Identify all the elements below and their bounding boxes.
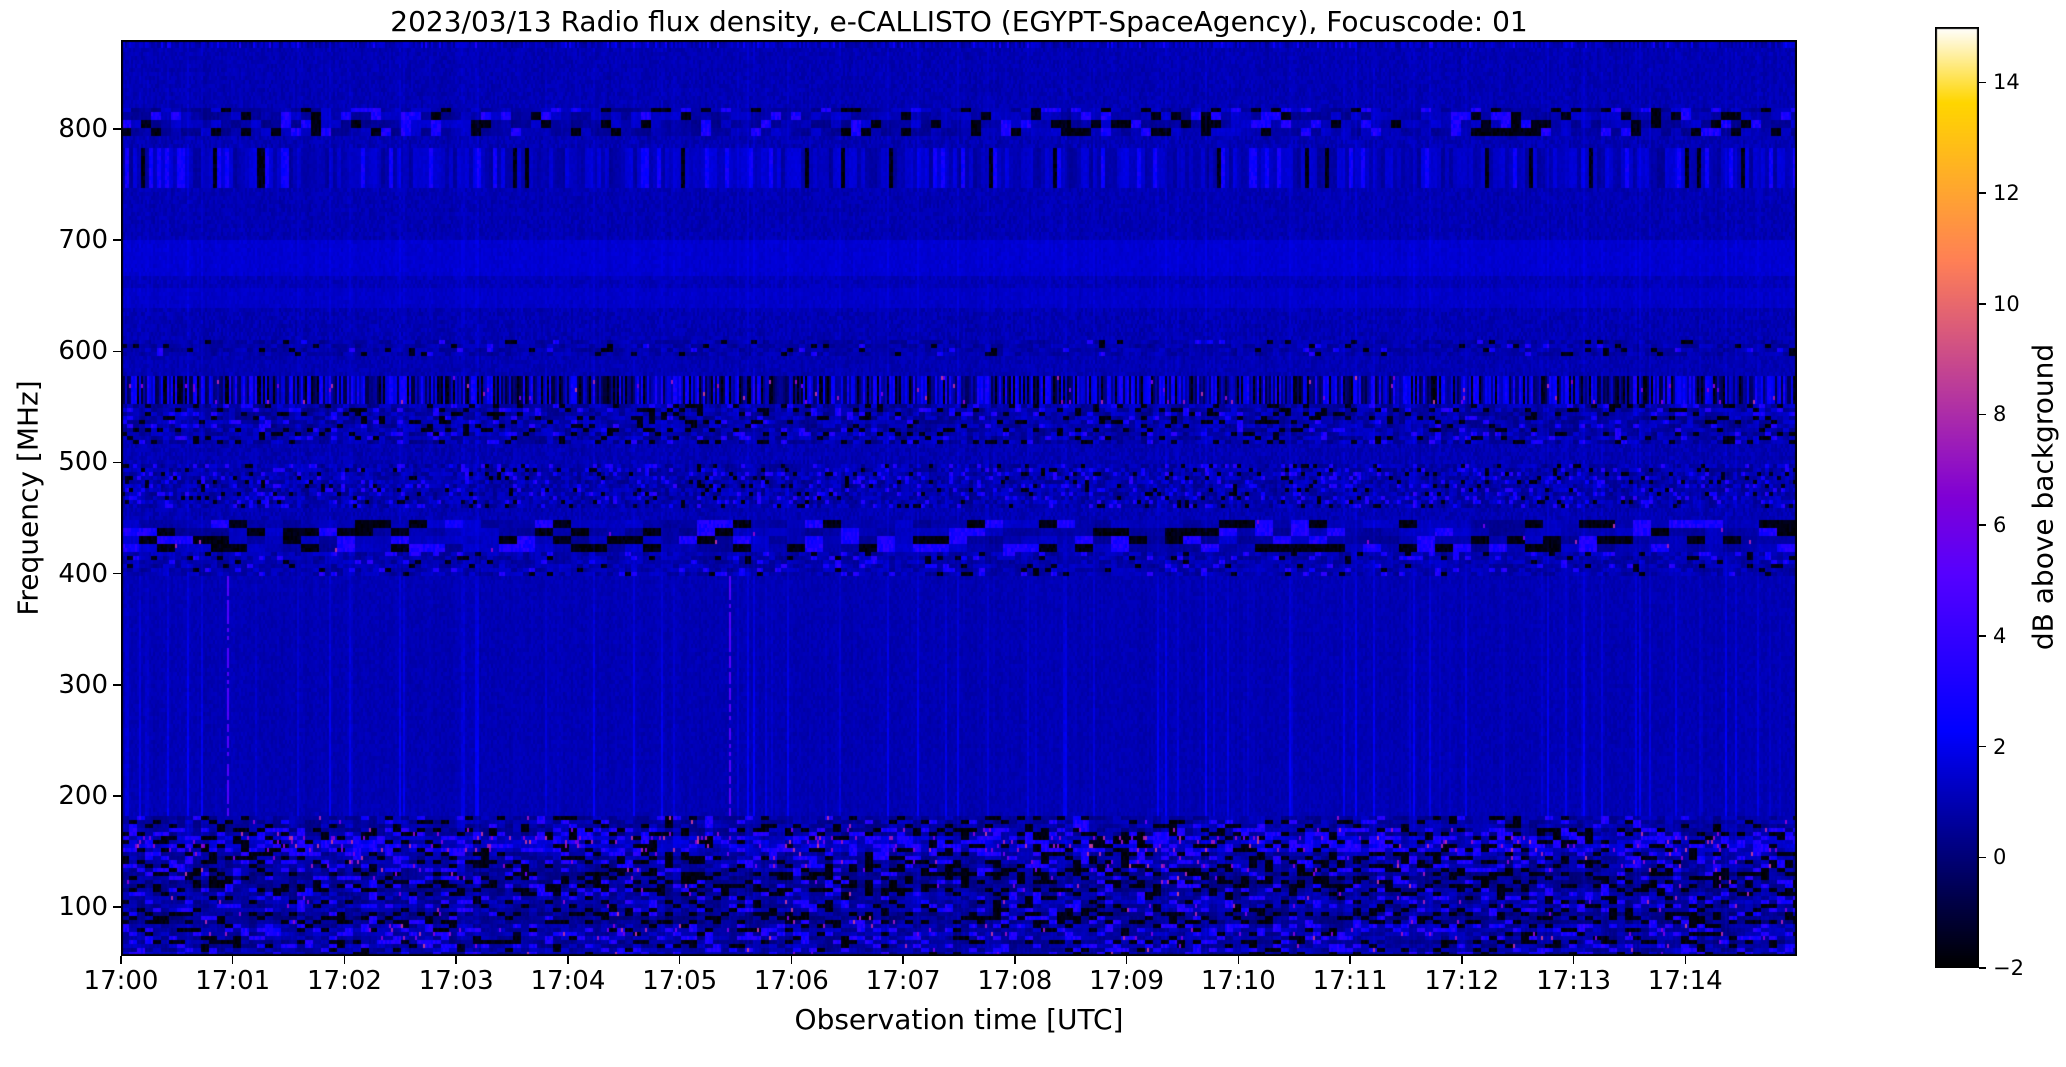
x-tick-mark (1125, 956, 1128, 964)
colorbar-tick-label: 10 (1993, 291, 2020, 316)
colorbar-tick-label: 6 (1993, 513, 2007, 538)
x-tick-label: 17:11 (1312, 966, 1388, 996)
colorbar-tick-label: 12 (1993, 181, 2020, 206)
colorbar-tick-label: 14 (1993, 70, 2020, 95)
x-tick-mark (1349, 956, 1351, 964)
x-tick-mark (1461, 956, 1463, 964)
x-tick-label: 17:13 (1536, 966, 1611, 996)
x-tick-label: 17:14 (1647, 966, 1723, 996)
colorbar-label: dB above background (2026, 343, 2060, 651)
y-tick-label: 600 (58, 336, 108, 367)
y-tick-mark (113, 572, 121, 575)
x-tick-mark (231, 956, 234, 964)
x-tick-label: 17:03 (418, 966, 494, 996)
colorbar-tick-label: 2 (1993, 734, 2007, 759)
spectrogram-heatmap (121, 40, 1797, 956)
y-tick-mark (113, 239, 121, 241)
x-tick-mark (343, 956, 346, 964)
colorbar-tick-mark (1979, 856, 1986, 859)
x-tick-mark (1237, 956, 1240, 964)
colorbar-tick-mark (1979, 745, 1986, 748)
colorbar-tick-label: −2 (1993, 956, 2024, 980)
colorbar (1935, 27, 1979, 968)
x-tick-mark (790, 956, 793, 964)
x-tick-mark (1684, 956, 1687, 964)
colorbar-tick-mark (1979, 81, 1986, 84)
x-tick-label: 17:10 (1200, 966, 1276, 996)
x-tick-label: 17:07 (865, 966, 941, 996)
x-tick-label: 17:12 (1424, 966, 1500, 996)
x-tick-mark (678, 956, 681, 964)
x-tick-label: 17:01 (195, 966, 271, 996)
x-tick-mark (1014, 956, 1016, 964)
colorbar-tick-mark (1979, 967, 1986, 969)
x-tick-label: 17:02 (306, 966, 382, 996)
colorbar-tick-mark (1979, 524, 1986, 526)
x-tick-label: 17:05 (642, 966, 718, 996)
y-tick-mark (113, 684, 121, 686)
x-tick-label: 17:00 (83, 966, 159, 996)
x-tick-mark (567, 956, 569, 964)
x-tick-mark (455, 956, 457, 964)
y-tick-mark (113, 350, 121, 352)
y-tick-label: 700 (58, 225, 108, 256)
x-axis-label: Observation time [UTC] (794, 1003, 1124, 1036)
y-tick-mark (113, 906, 121, 908)
colorbar-tick-label: 8 (1993, 402, 2007, 427)
y-tick-label: 400 (58, 558, 108, 589)
x-tick-mark (902, 956, 904, 964)
x-tick-mark (120, 956, 122, 964)
colorbar-tick-mark (1979, 635, 1986, 637)
chart-title: 2023/03/13 Radio flux density, e-CALLIST… (390, 5, 1528, 38)
y-tick-label: 200 (58, 780, 108, 811)
y-tick-mark (113, 795, 121, 797)
x-tick-label: 17:04 (530, 966, 606, 996)
colorbar-tick-mark (1979, 303, 1986, 305)
x-tick-label: 17:09 (1089, 966, 1165, 996)
x-tick-mark (1572, 956, 1575, 964)
y-tick-label: 300 (58, 669, 108, 700)
x-tick-label: 17:06 (753, 966, 829, 996)
y-tick-mark (113, 461, 121, 464)
y-tick-label: 100 (58, 892, 108, 923)
y-tick-label: 500 (58, 447, 108, 478)
colorbar-tick-mark (1979, 192, 1986, 194)
colorbar-tick-label: 0 (1993, 845, 2007, 870)
y-tick-label: 800 (58, 113, 108, 144)
x-tick-label: 17:08 (977, 966, 1053, 996)
y-tick-mark (113, 128, 121, 130)
colorbar-tick-mark (1979, 413, 1986, 416)
colorbar-tick-label: 4 (1993, 623, 2007, 648)
